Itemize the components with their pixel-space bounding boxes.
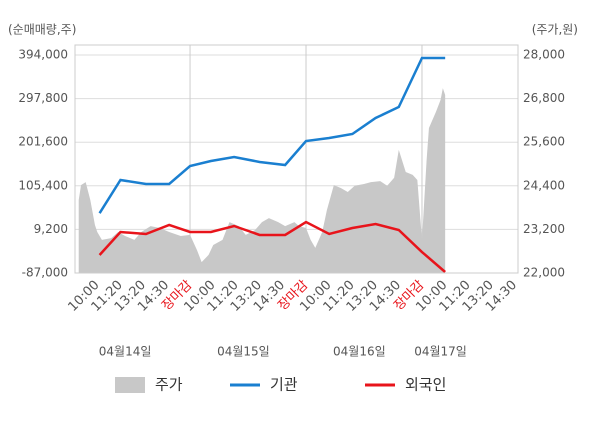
price-area <box>78 88 446 274</box>
y2-tick-label: 26,800 <box>523 91 565 105</box>
legend-label: 외국인 <box>405 376 446 394</box>
y2-tick-label: 22,000 <box>523 266 565 280</box>
legend-label: 주가 <box>155 376 183 394</box>
y2-axis-label: (주가,원) <box>532 23 578 37</box>
y2-tick-label: 23,200 <box>523 222 565 236</box>
legend-label: 기관 <box>270 376 298 394</box>
y-tick-label: 9,200 <box>34 222 68 236</box>
date-label: 04월16일 <box>333 345 386 359</box>
y-tick-label: 394,000 <box>18 48 68 62</box>
y-tick-label: 201,600 <box>18 135 68 149</box>
date-label: 04월15일 <box>217 345 270 359</box>
date-label: 04월17일 <box>414 345 467 359</box>
y-tick-label: -87,000 <box>22 266 68 280</box>
plot-frame <box>74 44 519 274</box>
y-axis-label: (순매매량,주) <box>8 23 76 37</box>
y-tick-label: 297,800 <box>18 91 68 105</box>
date-label: 04월14일 <box>99 345 152 359</box>
y2-tick-label: 24,400 <box>523 178 565 192</box>
legend-swatch <box>115 377 145 393</box>
series-line <box>98 56 446 214</box>
series-line <box>98 220 446 273</box>
y2-tick-label: 28,000 <box>523 48 565 62</box>
y-tick-label: 105,400 <box>18 178 68 192</box>
y2-tick-label: 25,600 <box>523 135 565 149</box>
